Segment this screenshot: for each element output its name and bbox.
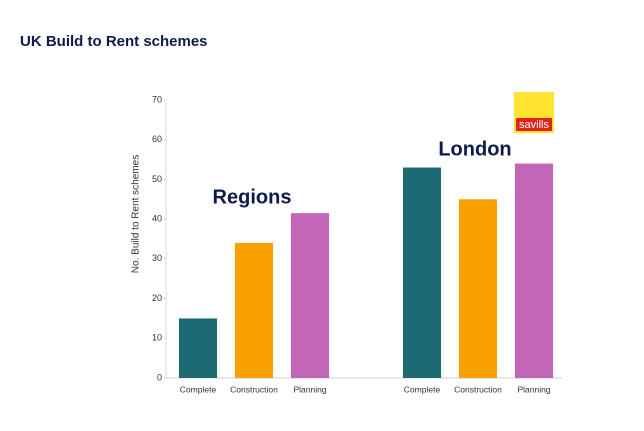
x-tick-label: Construction: [230, 384, 278, 394]
y-tick-label: 0: [157, 372, 162, 382]
bar: [402, 167, 442, 378]
bar: [234, 242, 274, 378]
chart-title: UK Build to Rent schemes: [20, 33, 208, 50]
y-tick-label: 40: [152, 214, 162, 224]
bar: [290, 213, 330, 378]
bar: [514, 163, 554, 378]
y-tick-label: 60: [152, 134, 162, 144]
x-tick-label: Planning: [293, 384, 326, 394]
y-tick-label: 50: [152, 174, 162, 184]
x-tick-label: Complete: [404, 384, 441, 394]
y-tick-label: 70: [152, 94, 162, 104]
x-tick-label: Complete: [180, 384, 217, 394]
y-axis-label: No. Build to Rent schemes: [131, 155, 142, 273]
y-tick-label: 30: [152, 253, 162, 263]
logo: savills: [519, 119, 549, 131]
group-label: London: [438, 138, 511, 160]
y-tick-label: 20: [152, 293, 162, 303]
group-label: Regions: [213, 186, 292, 208]
bar: [458, 199, 498, 378]
bar: [178, 318, 218, 378]
logo-strip: [516, 118, 552, 131]
y-tick-label: 10: [152, 333, 162, 343]
x-tick-label: Planning: [517, 384, 550, 394]
x-tick-label: Construction: [454, 384, 502, 394]
